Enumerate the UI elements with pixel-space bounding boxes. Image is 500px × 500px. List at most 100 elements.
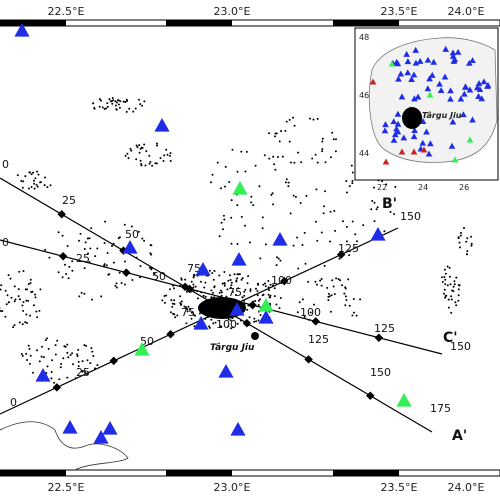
profile-c-labels: 0 25 50 75 100 125 150 C' — [2, 236, 471, 353]
earthquake-dot — [108, 273, 111, 276]
earthquake-dot — [305, 194, 308, 197]
station-triangle — [475, 92, 482, 99]
earthquake-dot — [331, 131, 334, 134]
earthquake-dot — [196, 297, 199, 300]
earthquake-dot — [171, 305, 174, 308]
station-triangle — [382, 121, 389, 128]
earthquake-dot — [54, 344, 57, 347]
earthquake-dot — [165, 294, 168, 297]
earthquake-dot — [22, 180, 25, 183]
earthquake-dot — [42, 356, 45, 359]
station-triangle — [411, 126, 418, 133]
earthquake-dot — [114, 284, 117, 287]
top-tick-2: 23.0°E — [214, 5, 251, 18]
earthquake-dot — [443, 268, 446, 271]
earthquake-dot — [240, 215, 243, 218]
earthquake-dot — [275, 303, 278, 306]
earthquake-dot — [314, 220, 317, 223]
earthquake-dot — [149, 244, 152, 247]
station-triangle — [154, 118, 170, 132]
earthquake-dot — [155, 142, 158, 145]
earthquake-dot — [288, 140, 291, 143]
earthquake-dot — [272, 203, 274, 206]
earthquake-dot — [274, 135, 276, 138]
earthquake-dot — [230, 327, 233, 330]
earthquake-dot — [98, 98, 101, 101]
profile-a-labels: 0 25 50 75 100 125 150 175 A' — [2, 158, 467, 444]
earthquake-dot — [72, 363, 74, 366]
earthquake-dot — [223, 284, 226, 287]
earthquake-dot — [115, 108, 118, 111]
earthquake-dot — [184, 278, 187, 281]
station-triangle — [460, 111, 467, 118]
earthquake-dot — [179, 301, 182, 304]
station-triangle — [412, 59, 420, 66]
earthquake-dot — [243, 294, 246, 297]
earthquake-dot — [288, 118, 291, 121]
earthquake-dot — [446, 265, 449, 268]
earthquake-dot — [163, 295, 166, 297]
profile-diamond-marker — [374, 333, 384, 342]
earthquake-dot — [328, 295, 331, 298]
earthquake-dot — [250, 201, 253, 204]
inset-city-label: Târgu Jiu — [422, 111, 462, 120]
earthquake-dot — [223, 218, 226, 221]
earthquake-dot — [56, 339, 59, 342]
earthquake-dot — [29, 278, 32, 281]
earthquake-dot — [212, 291, 214, 294]
earthquake-dot — [324, 161, 327, 164]
earthquake-dot — [67, 356, 70, 359]
earthquake-dot — [38, 360, 41, 363]
earthquake-dot — [338, 257, 341, 260]
earthquake-dot — [234, 294, 237, 296]
earthquake-dot — [124, 154, 127, 157]
earthquake-dot — [257, 304, 260, 306]
earthquake-dot — [443, 292, 445, 295]
earthquake-dot — [53, 381, 56, 384]
earthquake-dot — [316, 239, 319, 242]
earthquake-dot — [294, 195, 297, 198]
earthquake-dot — [285, 178, 288, 181]
earthquake-dot — [67, 277, 70, 280]
earthquake-dot — [219, 289, 222, 292]
earthquake-dot — [7, 274, 10, 277]
earthquake-dot — [243, 290, 246, 293]
inset-stations — [369, 45, 492, 165]
earthquake-dot — [279, 297, 282, 299]
profile-diamond-marker — [57, 210, 66, 219]
earthquake-dot — [192, 313, 195, 316]
earthquake-dot — [61, 276, 64, 279]
earthquake-dot — [269, 294, 272, 297]
station-triangle — [466, 136, 474, 143]
station-triangle — [134, 342, 150, 356]
earthquake-dot — [165, 148, 168, 151]
earthquake-dot — [348, 185, 351, 188]
earthquake-dot — [185, 290, 188, 293]
earthquake-dot — [32, 171, 34, 174]
earthquake-dot — [289, 212, 292, 215]
earthquake-dot — [345, 240, 348, 243]
earthquake-dot — [255, 287, 257, 290]
earthquake-dot — [333, 209, 336, 212]
earthquake-dot — [69, 354, 72, 356]
earthquake-dot — [230, 281, 233, 284]
earthquake-dot — [253, 317, 256, 320]
earthquake-dot — [187, 305, 190, 308]
station-triangle — [393, 125, 400, 132]
earthquake-dot — [77, 348, 80, 351]
earthquake-dot — [38, 309, 41, 312]
earthquake-dot — [20, 180, 23, 182]
earthquake-dot — [66, 245, 69, 247]
profile-b-end-label: B' — [382, 196, 397, 212]
earthquake-dot — [192, 283, 195, 286]
bottom-tick-2: 23.0°E — [214, 481, 251, 494]
earthquake-dot — [309, 117, 311, 120]
earthquake-dot — [222, 228, 224, 231]
earthquake-dot — [210, 181, 212, 184]
earthquake-dot — [444, 283, 447, 286]
earthquake-dot — [202, 294, 205, 297]
inset-lat-44: 44 — [359, 149, 369, 158]
earthquake-dot — [110, 100, 113, 103]
earthquake-dot — [25, 313, 28, 316]
station-triangle — [391, 131, 399, 138]
